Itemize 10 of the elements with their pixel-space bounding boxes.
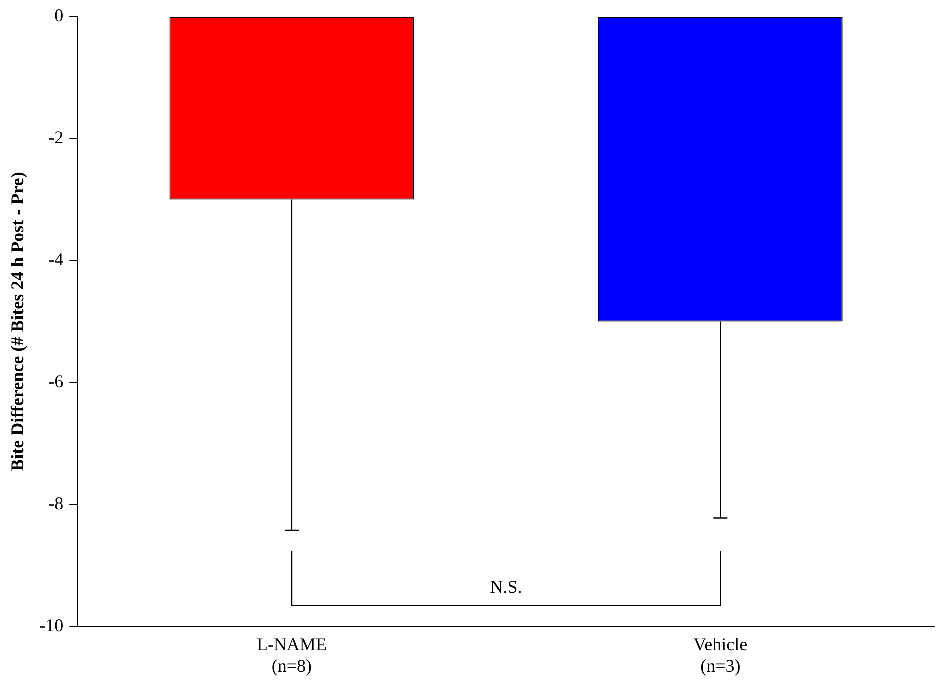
y-tick-label: -2: [48, 128, 64, 148]
y-tick-label: -8: [48, 494, 64, 514]
x-tick-label: L-NAME (n=8): [256, 634, 327, 676]
annotation: N.S.: [490, 577, 522, 598]
y-tick-label: -4: [48, 250, 64, 270]
y-tick-label: -6: [48, 372, 64, 392]
y-tick-label: -10: [40, 616, 64, 636]
x-tick-label: Vehicle (n=3): [694, 634, 748, 676]
y-axis-title: Bite Difference (# Bites 24 h Post - Pre): [7, 172, 28, 472]
y-tick-label: 0: [54, 6, 64, 26]
